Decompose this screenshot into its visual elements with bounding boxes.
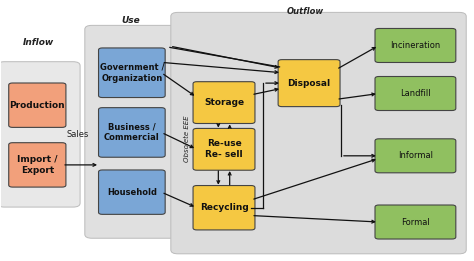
FancyBboxPatch shape [278,60,340,106]
FancyBboxPatch shape [9,143,66,187]
Text: Incineration: Incineration [390,41,440,50]
Text: Household: Household [107,188,157,197]
FancyBboxPatch shape [0,62,80,207]
Text: Informal: Informal [398,151,433,160]
Text: Sales: Sales [66,130,89,139]
FancyBboxPatch shape [171,12,466,254]
FancyBboxPatch shape [375,28,456,62]
Text: Inflow: Inflow [23,38,54,47]
FancyBboxPatch shape [193,128,255,170]
FancyBboxPatch shape [375,205,456,239]
FancyBboxPatch shape [99,48,165,98]
FancyBboxPatch shape [375,76,456,110]
FancyBboxPatch shape [99,108,165,157]
Text: Formal: Formal [401,217,430,227]
FancyBboxPatch shape [85,25,177,238]
FancyBboxPatch shape [375,139,456,173]
Text: Re-use
Re- sell: Re-use Re- sell [205,139,243,159]
FancyBboxPatch shape [9,83,66,127]
Text: Recycling: Recycling [200,203,248,212]
Text: Disposal: Disposal [288,79,331,88]
Text: Outflow: Outflow [287,7,324,16]
Text: Obsolete EEE: Obsolete EEE [184,115,191,162]
Text: Landfill: Landfill [400,89,431,98]
Text: Production: Production [9,101,65,110]
Text: Government /
Organization: Government / Organization [100,63,164,83]
Text: Business /
Commercial: Business / Commercial [104,122,160,143]
Text: Storage: Storage [204,98,244,107]
Text: Use: Use [121,16,140,25]
FancyBboxPatch shape [193,186,255,230]
FancyBboxPatch shape [99,170,165,214]
Text: Import /
Export: Import / Export [17,155,57,175]
FancyBboxPatch shape [193,82,255,123]
